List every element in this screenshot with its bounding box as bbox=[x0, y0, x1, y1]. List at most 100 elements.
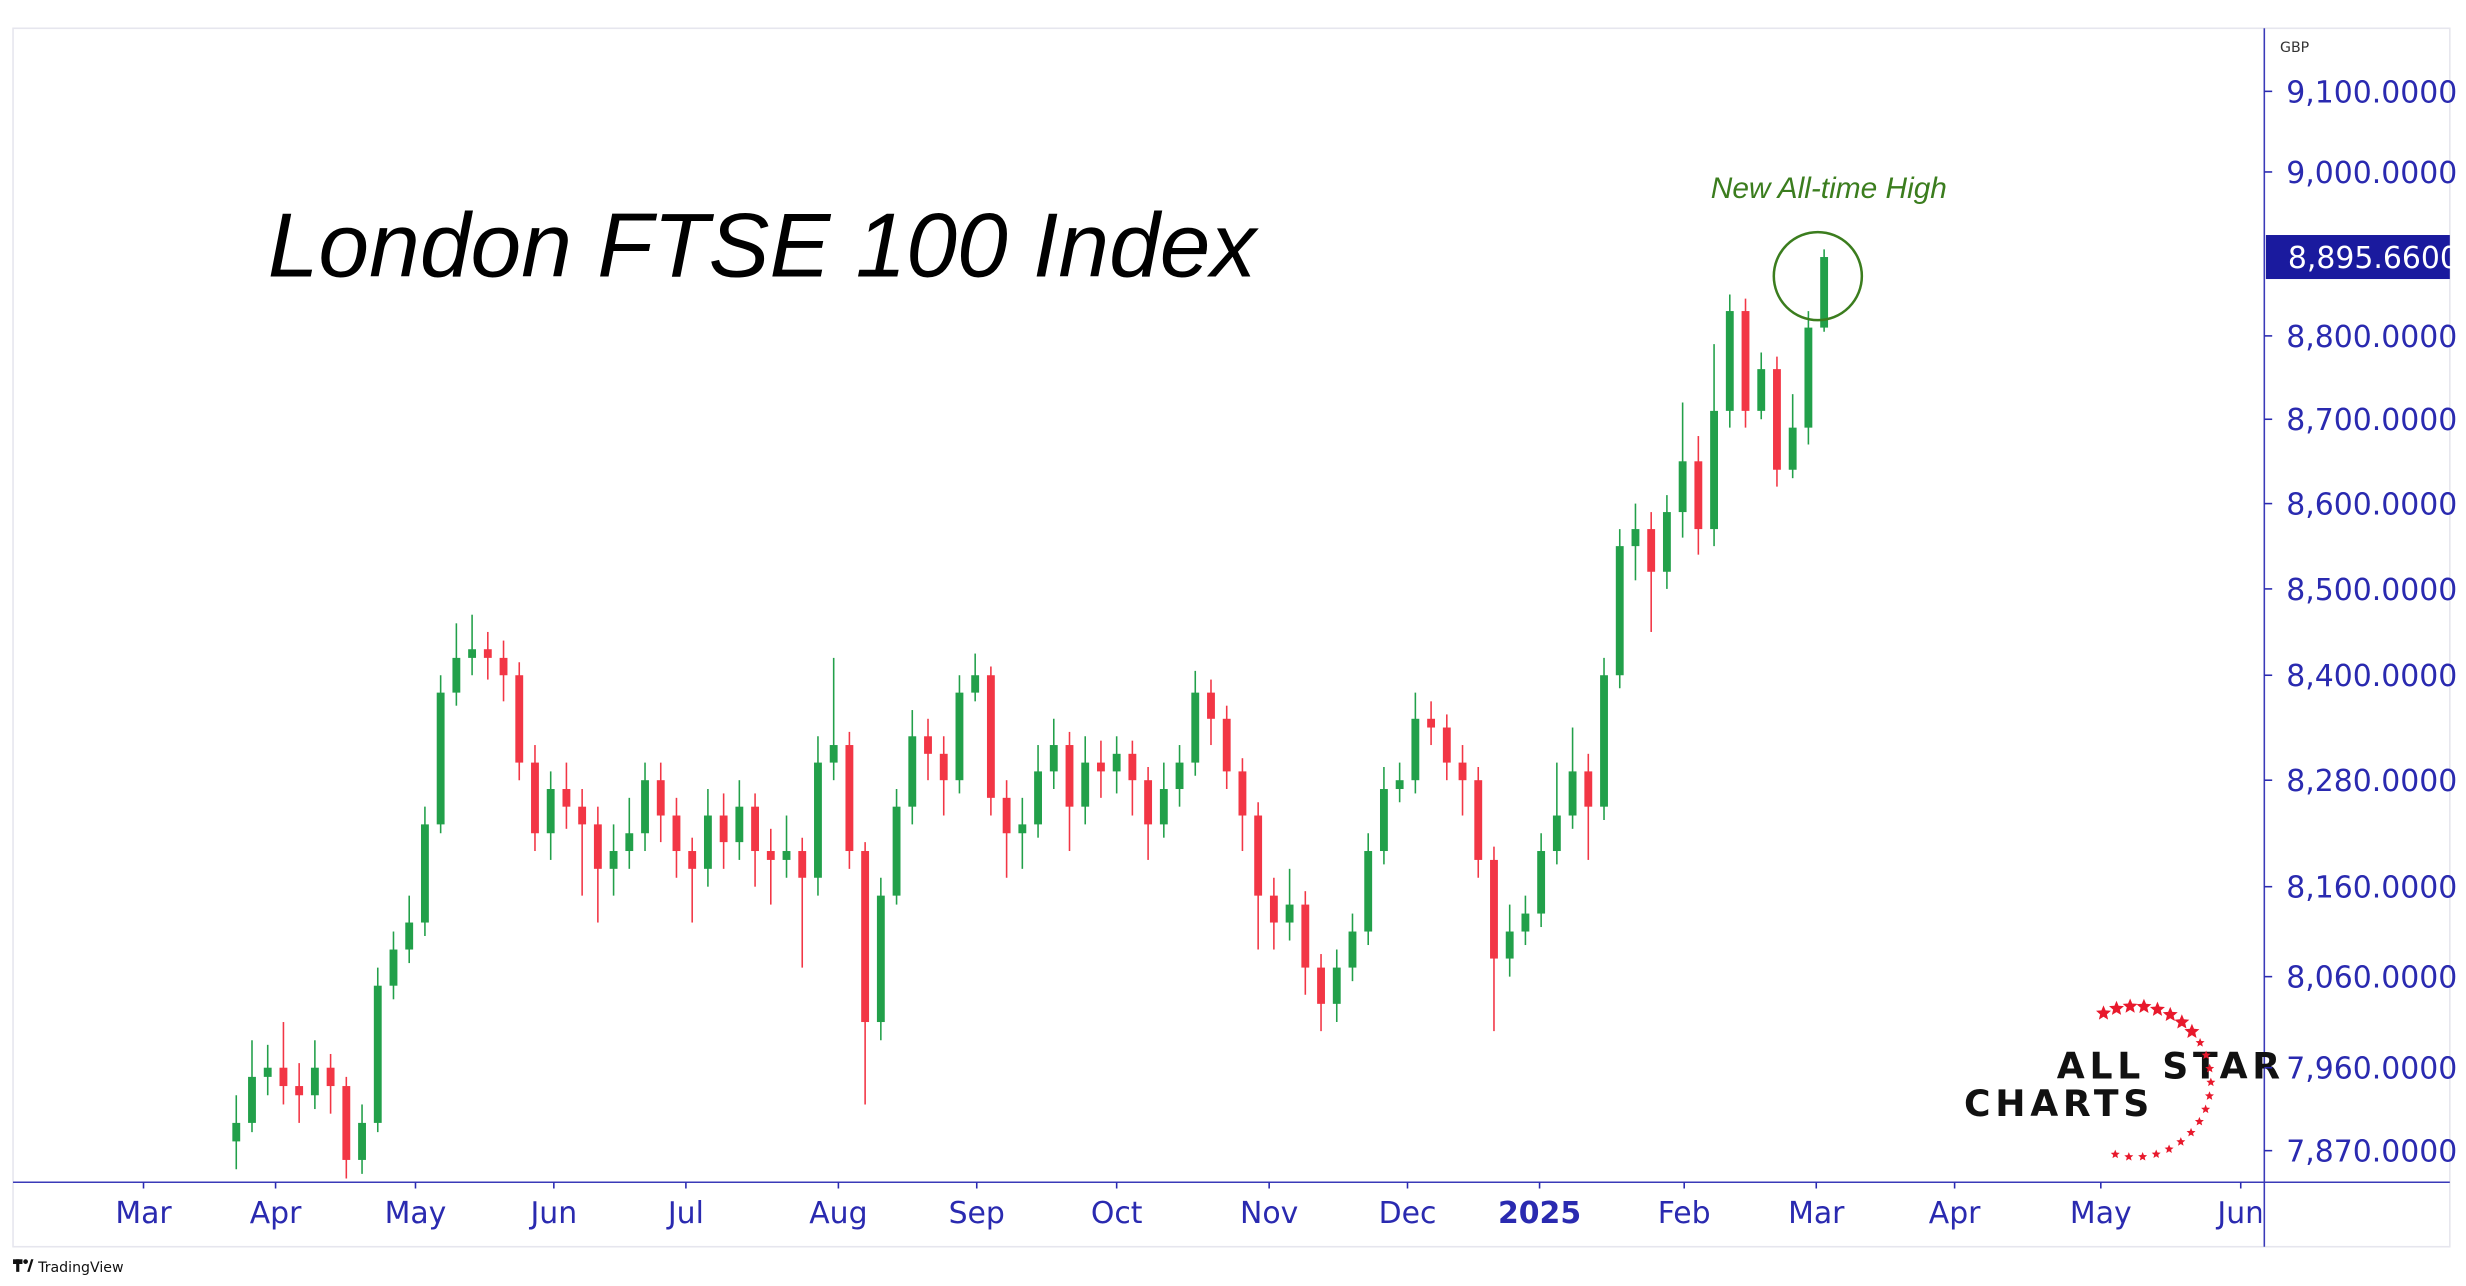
candle-body bbox=[1584, 771, 1593, 807]
brand-star bbox=[2124, 1152, 2134, 1161]
candle-body bbox=[1568, 771, 1577, 816]
candle-body bbox=[420, 824, 429, 923]
brand-star bbox=[2151, 1149, 2161, 1158]
candle-body bbox=[1710, 410, 1719, 530]
candle-body bbox=[1207, 692, 1215, 719]
candle-body bbox=[861, 851, 870, 1023]
annotation: New All-time High bbox=[1711, 172, 1947, 205]
candle-body bbox=[1631, 529, 1640, 547]
brand-star bbox=[2194, 1116, 2204, 1126]
candle-body bbox=[1034, 771, 1042, 825]
candle-body bbox=[798, 851, 807, 878]
y-tick-label: 8,280.0000 bbox=[2286, 764, 2457, 799]
brand-star bbox=[2176, 1137, 2186, 1146]
y-tick-label: 8,160.0000 bbox=[2286, 871, 2457, 906]
candle-body bbox=[766, 851, 775, 860]
y-tick-label: 7,870.0000 bbox=[2286, 1135, 2457, 1170]
candle-body bbox=[1379, 789, 1388, 852]
footer: TradingView bbox=[37, 1260, 123, 1276]
brand-star bbox=[2136, 998, 2152, 1014]
candle-body bbox=[1458, 762, 1467, 781]
candle-body bbox=[1269, 895, 1278, 923]
brand-star bbox=[2206, 1077, 2216, 1087]
candle-body bbox=[1600, 675, 1608, 807]
brand-star bbox=[2110, 1149, 2120, 1159]
candle-body bbox=[1474, 780, 1483, 860]
candle-body bbox=[609, 851, 618, 869]
candle-body bbox=[1773, 369, 1781, 470]
candle-body bbox=[1521, 913, 1530, 932]
candle-body bbox=[1128, 753, 1137, 781]
candle-body bbox=[908, 736, 917, 807]
brand-star bbox=[2162, 1006, 2178, 1022]
candle-body bbox=[499, 657, 508, 676]
candle-body bbox=[483, 649, 492, 658]
brand-star bbox=[2204, 1091, 2214, 1100]
brand-star bbox=[2164, 1144, 2174, 1153]
brand-star bbox=[2201, 1050, 2211, 1060]
candle-body bbox=[1065, 745, 1074, 807]
candle-body bbox=[1175, 762, 1184, 790]
brand-star bbox=[2138, 1152, 2148, 1161]
candle-body bbox=[279, 1067, 288, 1087]
x-axis: Mar Apr May Jun Jul Aug Sep Oct Nov Dec 2025 Feb Mar… bbox=[115, 1182, 2261, 1231]
candle-body bbox=[468, 649, 477, 658]
candle-body bbox=[735, 806, 744, 843]
candle-body bbox=[656, 780, 665, 816]
brand-star bbox=[2149, 1001, 2165, 1016]
candle-body bbox=[515, 675, 524, 763]
candle-body bbox=[1741, 311, 1750, 411]
candle-body bbox=[1615, 546, 1624, 676]
candle-body bbox=[1222, 718, 1231, 772]
candle-body bbox=[1238, 771, 1247, 816]
candle-body bbox=[342, 1086, 351, 1160]
candle-body bbox=[1820, 257, 1829, 328]
x-tick-label: Aug bbox=[809, 1196, 867, 1231]
candle-body bbox=[1552, 815, 1561, 852]
candles bbox=[232, 249, 1829, 1179]
candle-body bbox=[814, 762, 822, 878]
candle-body bbox=[1788, 427, 1797, 470]
candle-body bbox=[625, 833, 634, 852]
candle-body bbox=[263, 1067, 272, 1077]
candle-body bbox=[1285, 904, 1294, 923]
candle-body bbox=[641, 780, 649, 834]
candle-body bbox=[373, 985, 382, 1123]
x-tick-label: Apr bbox=[250, 1196, 302, 1231]
candle-body bbox=[672, 815, 681, 852]
brand-star bbox=[2096, 1005, 2111, 1020]
brand-star bbox=[2109, 1000, 2124, 1015]
x-tick-label: Nov bbox=[1240, 1196, 1298, 1231]
y-tick-label: 8,060.0000 bbox=[2286, 961, 2457, 996]
candle-body bbox=[1411, 718, 1420, 781]
last-price-box bbox=[2265, 235, 2450, 280]
brand-line: CHARTS bbox=[1964, 1082, 2154, 1125]
x-tick-label: Jun bbox=[529, 1196, 578, 1231]
candle-body bbox=[1144, 780, 1153, 825]
candle-body bbox=[389, 949, 398, 986]
candle-body bbox=[405, 922, 414, 950]
candle-body bbox=[1427, 718, 1436, 728]
brand-star bbox=[2186, 1127, 2196, 1137]
y-tick-label: 8,800.0000 bbox=[2286, 320, 2457, 355]
x-tick-label: 2025 bbox=[1498, 1196, 1581, 1231]
x-tick-label: May bbox=[2070, 1196, 2132, 1231]
candle-body bbox=[1018, 824, 1027, 834]
candle-body bbox=[358, 1122, 366, 1160]
candle-body bbox=[578, 806, 587, 825]
candle-body bbox=[1505, 931, 1514, 959]
candle-body bbox=[593, 824, 602, 869]
candle-body bbox=[1332, 967, 1341, 1004]
x-tick-label: Jul bbox=[666, 1196, 704, 1231]
candle-body bbox=[971, 675, 980, 693]
brand-star bbox=[2201, 1104, 2211, 1114]
candle-body bbox=[703, 815, 712, 869]
x-tick-label: Sep bbox=[949, 1196, 1005, 1231]
candle-body bbox=[452, 657, 461, 693]
candle-body bbox=[546, 789, 555, 834]
last-price-label: 8,895.6600 bbox=[2288, 241, 2459, 276]
brand-star bbox=[2184, 1023, 2200, 1038]
candle-body bbox=[1317, 967, 1325, 1004]
